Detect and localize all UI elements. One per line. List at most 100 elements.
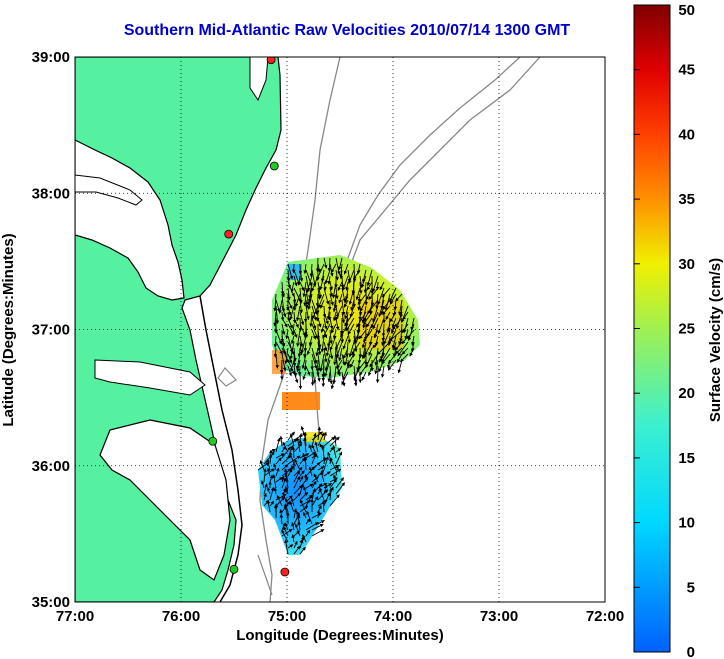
velocity-arrow: [332, 281, 337, 299]
velocity-arrow: [293, 371, 299, 384]
velocity-arrow: [335, 341, 343, 359]
velocity-arrow: [344, 353, 349, 366]
velocity-arrow: [311, 347, 318, 364]
colorbar-label: Surface Velocity (cm/s): [707, 258, 724, 422]
velocity-arrow: [382, 299, 391, 311]
velocity-arrow: [348, 269, 355, 284]
velocity-arrow: [313, 473, 319, 483]
velocity-arrow: [291, 522, 295, 531]
velocity-arrow: [317, 329, 322, 349]
velocity-arrow: [320, 335, 325, 353]
velocity-arrow: [370, 311, 379, 329]
albemarle-sound: [94, 359, 206, 396]
velocity-arrow: [320, 323, 325, 333]
velocity-arrow: [273, 487, 278, 495]
velocity-arrow: [320, 299, 325, 309]
velocity-arrow: [303, 359, 308, 371]
velocity-arrow: [341, 311, 346, 324]
velocity-arrow: [292, 311, 297, 324]
velocity-arrow: [305, 529, 311, 537]
velocity-arrow: [266, 499, 271, 513]
velocity-arrow: [315, 347, 319, 357]
radar-station-marker: [208, 436, 218, 446]
velocity-arrow: [308, 444, 313, 453]
velocity-arrow: [327, 371, 331, 383]
velocity-arrow: [284, 347, 289, 365]
velocity-arrow: [366, 323, 373, 338]
velocity-arrow: [329, 317, 334, 330]
velocity-arrow: [266, 467, 271, 477]
velocity-arrow: [320, 269, 325, 283]
velocity-arrow: [400, 305, 409, 323]
velocity-arrow: [273, 335, 278, 348]
velocity-arrow: [281, 445, 286, 453]
velocity-arrow: [363, 305, 373, 322]
velocity-arrow: [317, 287, 321, 300]
velocity-arrow: [281, 287, 285, 298]
velocity-arrow: [290, 281, 295, 293]
velocity-arrow: [293, 540, 298, 549]
velocity-arrow: [381, 335, 385, 346]
velocity-arrow: [292, 293, 297, 304]
velocity-arrow: [317, 317, 322, 328]
velocity-arrow: [341, 353, 346, 366]
velocity-arrow: [318, 487, 325, 501]
velocity-arrow: [332, 311, 337, 322]
velocity-arrow: [309, 263, 314, 278]
velocity-arrow: [372, 305, 379, 323]
velocity-arrow: [343, 347, 349, 359]
velocity-arrow: [299, 546, 306, 555]
velocity-arrow: [329, 329, 333, 345]
velocity-arrow: [299, 475, 304, 483]
velocity-arrow: [339, 263, 343, 278]
velocity-arrow: [365, 353, 373, 369]
velocity-arrow: [282, 441, 289, 453]
velocity-arrow: [289, 433, 295, 447]
velocity-arrow: [342, 335, 349, 350]
velocity-arrow: [345, 281, 349, 291]
velocity-arrow: [323, 281, 327, 291]
velocity-arrow: [361, 371, 367, 381]
velocity-arrow: [287, 365, 292, 377]
y-tick-label: 38:00: [32, 185, 70, 202]
velocity-arrow: [329, 457, 337, 471]
velocity-arrow: [317, 341, 322, 356]
velocity-arrow: [372, 317, 379, 330]
velocity-arrow: [260, 480, 265, 489]
velocity-arrow: [299, 505, 309, 513]
bathymetry-contour: [217, 367, 237, 387]
velocity-arrow: [305, 287, 310, 306]
velocity-arrow: [346, 317, 355, 332]
velocity-arrow: [275, 353, 279, 369]
velocity-arrow: [341, 287, 347, 303]
velocity-arrow: [305, 483, 314, 489]
x-axis-label: Longitude (Degrees:Minutes): [236, 627, 444, 644]
velocity-arrow: [327, 451, 331, 459]
velocity-arrow: [281, 305, 287, 318]
velocity-arrow: [411, 335, 415, 346]
velocity-arrow: [275, 453, 285, 459]
velocity-arrow: [296, 437, 301, 453]
velocity-arrow: [295, 353, 301, 370]
velocity-arrow: [303, 437, 307, 453]
velocity-arrow: [321, 371, 326, 387]
velocity-arrow: [299, 341, 303, 356]
velocity-arrow: [299, 311, 305, 326]
velocity-arrow: [311, 453, 317, 465]
velocity-arrow: [276, 494, 283, 507]
velocity-arrow: [359, 299, 367, 312]
velocity-arrow: [327, 311, 332, 321]
colorbar-tick-label: 20: [678, 385, 695, 402]
velocity-arrow: [387, 335, 391, 347]
velocity-arrow: [263, 483, 268, 495]
velocity-arrow: [367, 365, 373, 377]
velocity-arrow: [275, 299, 281, 313]
x-tick-label: 76:00: [162, 608, 200, 625]
velocity-arrow: [281, 341, 287, 356]
velocity-arrow: [293, 275, 298, 287]
velocity-arrow: [273, 311, 277, 327]
velocity-arrow: [299, 499, 307, 513]
velocity-arrow: [392, 305, 397, 317]
velocity-arrow: [293, 492, 301, 501]
velocity-arrow: [358, 305, 363, 316]
